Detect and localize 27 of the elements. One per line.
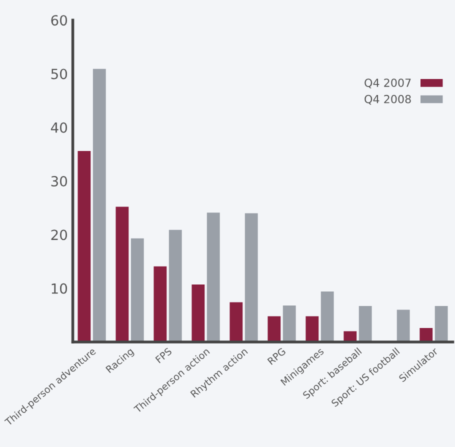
legend-label: Q4 2007 bbox=[364, 78, 411, 88]
bar bbox=[282, 305, 296, 342]
bar bbox=[192, 284, 205, 342]
bar bbox=[78, 150, 91, 342]
bar bbox=[206, 212, 220, 342]
y-tick-label: 40 bbox=[50, 122, 68, 133]
x-tick-label: FPS bbox=[155, 347, 172, 364]
y-tick-label: 50 bbox=[51, 68, 68, 80]
legend-label: Q4 2008 bbox=[364, 94, 411, 105]
bar bbox=[168, 230, 182, 342]
bar bbox=[230, 302, 243, 342]
y-tick-label: 20 bbox=[51, 230, 68, 240]
bar bbox=[434, 306, 448, 342]
bar bbox=[130, 238, 144, 342]
y-tick-label: 60 bbox=[51, 15, 68, 26]
bar bbox=[396, 310, 410, 342]
y-tick-label: 30 bbox=[51, 176, 68, 187]
bar bbox=[320, 292, 334, 342]
bar bbox=[268, 316, 281, 342]
bar bbox=[306, 316, 319, 342]
bar bbox=[358, 306, 372, 342]
bar bbox=[92, 68, 106, 342]
bar bbox=[420, 328, 433, 342]
bar bbox=[244, 213, 258, 342]
bar bbox=[154, 266, 167, 342]
y-tick-label: 10 bbox=[52, 283, 68, 294]
bar bbox=[116, 206, 129, 342]
